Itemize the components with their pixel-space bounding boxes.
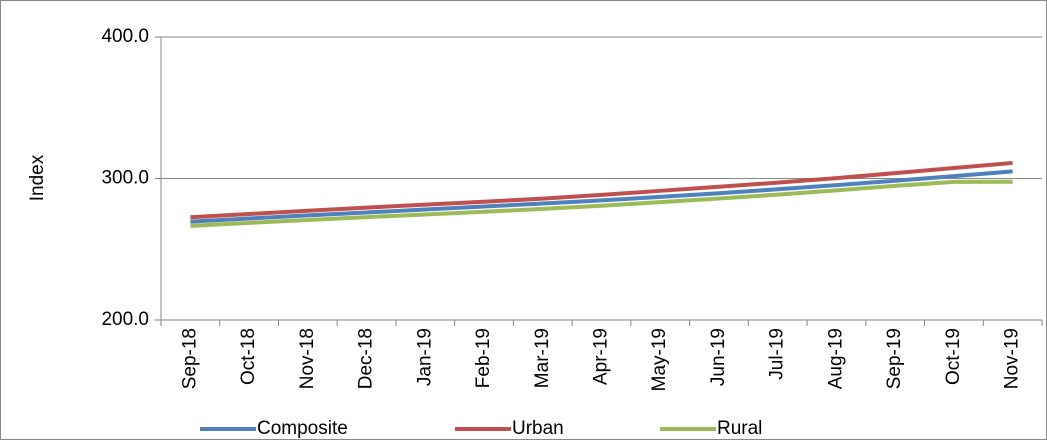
series-line [190, 160, 1013, 220]
series-line [190, 179, 1013, 228]
x-tick-label: Mar-19 [532, 328, 553, 388]
y-tick-label: 400.0 [101, 26, 149, 47]
y-tick-label: 200.0 [101, 309, 149, 330]
legend-label: Composite [257, 418, 348, 439]
series-line [190, 169, 1013, 224]
x-tick-label: Nov-18 [297, 328, 318, 389]
x-tick-label: Oct-19 [943, 328, 964, 385]
legend-label: Rural [717, 418, 762, 439]
x-tick-label: Dec-18 [356, 328, 377, 389]
x-tick-label: Sep-19 [884, 328, 905, 389]
legend-label: Urban [512, 418, 564, 439]
y-tick-label: 300.0 [101, 168, 149, 189]
x-tick-label: Sep-18 [179, 328, 200, 389]
x-tick-label: Jul-19 [767, 328, 788, 380]
x-tick-label: Aug-19 [825, 328, 846, 389]
x-tick-label: Nov-19 [1002, 328, 1023, 389]
x-tick-label: Feb-19 [473, 328, 494, 388]
y-axis-label: Index [27, 154, 48, 201]
x-tick-label: Jan-19 [414, 328, 435, 386]
x-tick-label: Jun-19 [708, 328, 729, 386]
x-tick-label: Apr-19 [591, 328, 612, 385]
x-tick-label: Oct-18 [238, 328, 259, 385]
x-tick-label: May-19 [649, 328, 670, 391]
